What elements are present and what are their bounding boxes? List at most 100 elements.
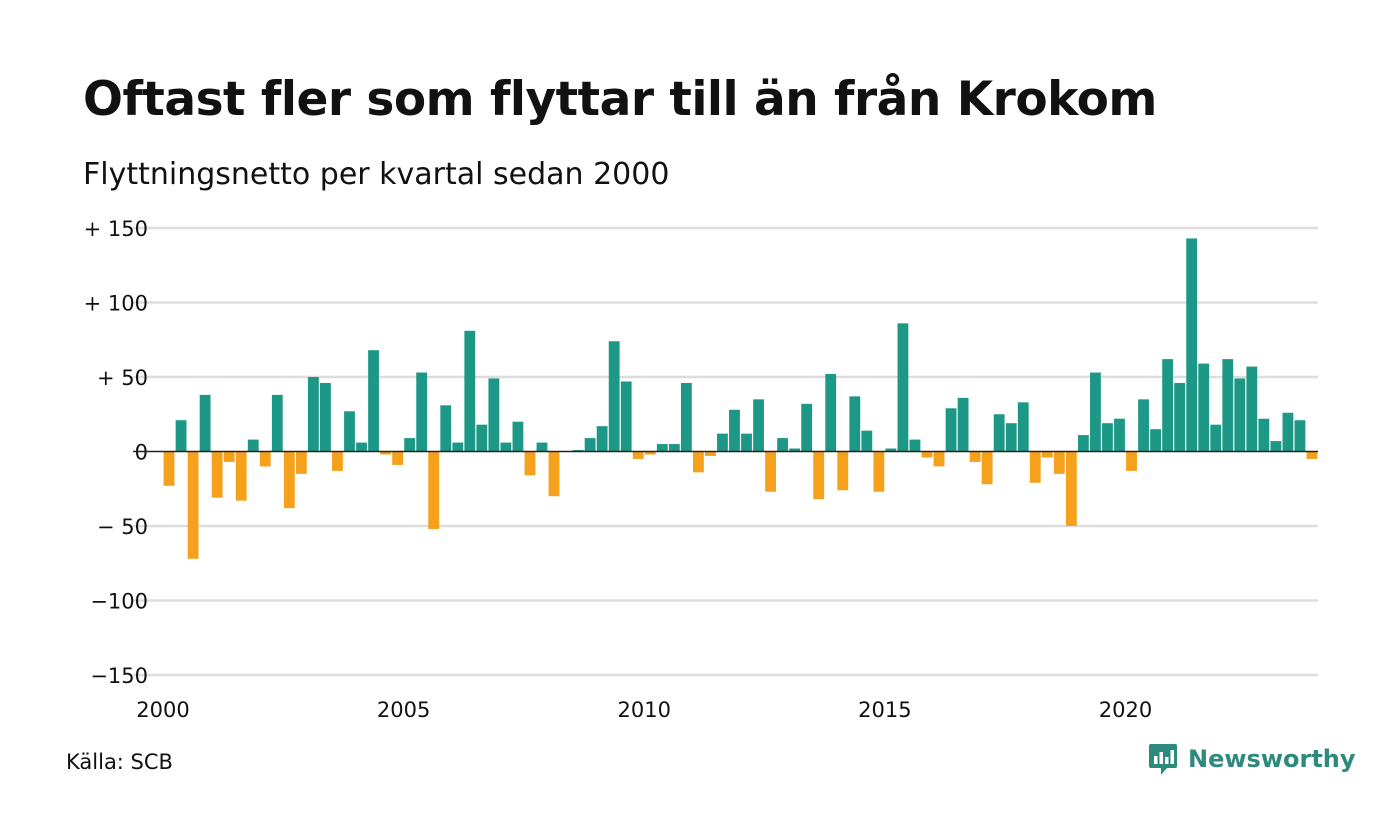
bar <box>536 442 548 452</box>
bar <box>344 411 355 452</box>
gridlines <box>133 226 1318 677</box>
bar <box>211 451 223 498</box>
bar <box>1222 359 1234 452</box>
bar <box>476 424 488 452</box>
x-tick-label: 2005 <box>377 698 430 722</box>
bar <box>1294 420 1306 452</box>
bar <box>692 451 704 473</box>
bar <box>1102 423 1113 452</box>
bar <box>596 426 608 452</box>
brand-name: Newsworthy <box>1188 745 1356 773</box>
bar <box>1138 399 1149 452</box>
y-tick-label: −150 <box>90 664 148 688</box>
bar <box>283 451 295 509</box>
bar <box>885 448 897 452</box>
y-tick-label: + 100 <box>84 292 148 316</box>
bar <box>1077 435 1089 452</box>
bar <box>981 451 993 485</box>
bar <box>993 414 1005 452</box>
x-tick-label: 2015 <box>858 698 911 722</box>
y-tick-label: −100 <box>90 590 148 614</box>
bar <box>668 444 680 452</box>
bar <box>777 438 789 452</box>
bar <box>404 438 416 452</box>
y-tick-label: + 50 <box>97 366 148 390</box>
bar <box>500 442 512 452</box>
y-tick-label: − 50 <box>97 515 148 539</box>
brand-logo[interactable]: Newsworthy <box>1148 742 1356 776</box>
bar <box>187 451 199 559</box>
bar <box>1065 451 1077 526</box>
bar <box>909 439 921 452</box>
source-note: Källa: SCB <box>66 750 173 774</box>
bar <box>644 451 656 455</box>
bar <box>813 451 825 500</box>
bar <box>801 403 813 452</box>
bar <box>825 374 837 452</box>
bar <box>1005 423 1017 452</box>
bar <box>440 405 452 452</box>
bar <box>452 442 464 452</box>
x-tick-label: 2000 <box>136 698 189 722</box>
bar <box>295 451 307 474</box>
bar <box>789 448 801 452</box>
bar <box>524 451 536 476</box>
bar <box>416 372 428 452</box>
bar <box>428 451 440 529</box>
newsworthy-logo-icon <box>1149 744 1177 775</box>
bar <box>271 394 283 452</box>
bar <box>897 323 909 452</box>
bar <box>259 451 271 467</box>
y-tick-label: + 150 <box>84 217 148 241</box>
bar <box>1210 424 1222 452</box>
bar <box>1017 402 1029 452</box>
bar <box>1126 451 1137 471</box>
bar <box>656 444 668 452</box>
chart-subtitle: Flyttningsnetto per kvartal sedan 2000 <box>83 157 670 192</box>
bar <box>849 396 861 452</box>
bar <box>1198 363 1210 452</box>
bar <box>163 451 175 486</box>
bar <box>765 451 776 492</box>
bar <box>933 451 945 467</box>
bar <box>175 420 187 452</box>
bar <box>548 451 560 497</box>
x-axis-labels: 2000 2005 2010 2015 2020 <box>136 698 1152 722</box>
bar <box>705 451 716 456</box>
bar <box>1258 418 1270 452</box>
bar <box>1270 441 1282 452</box>
bar <box>356 442 367 452</box>
bars <box>163 238 1318 559</box>
bar <box>945 408 957 452</box>
bar <box>1282 412 1294 452</box>
bar <box>873 451 885 492</box>
bar <box>320 382 331 452</box>
y-axis-labels: + 150 + 100 + 50 0 − 50 −100 −150 <box>84 217 148 688</box>
chart-title: Oftast fler som flyttar till än från Kro… <box>83 72 1157 127</box>
bar <box>380 451 391 455</box>
bar <box>1114 418 1125 452</box>
bar <box>608 341 620 452</box>
bar <box>921 451 933 458</box>
bar <box>753 399 764 452</box>
x-tick-label: 2020 <box>1099 698 1152 722</box>
bar <box>1053 451 1065 474</box>
bar <box>1246 366 1258 452</box>
bar <box>488 378 500 452</box>
bar <box>620 381 632 452</box>
bar <box>861 430 873 452</box>
bar <box>680 382 692 452</box>
bar <box>1306 451 1318 459</box>
bar <box>464 330 476 452</box>
bar <box>969 451 981 462</box>
bar <box>235 451 247 501</box>
bar <box>1090 372 1101 452</box>
bar <box>223 451 235 462</box>
bar <box>729 409 740 452</box>
x-tick-label: 2010 <box>618 698 671 722</box>
bar <box>741 433 752 452</box>
bar <box>837 451 849 491</box>
bar <box>199 394 211 452</box>
bar <box>1150 429 1161 452</box>
